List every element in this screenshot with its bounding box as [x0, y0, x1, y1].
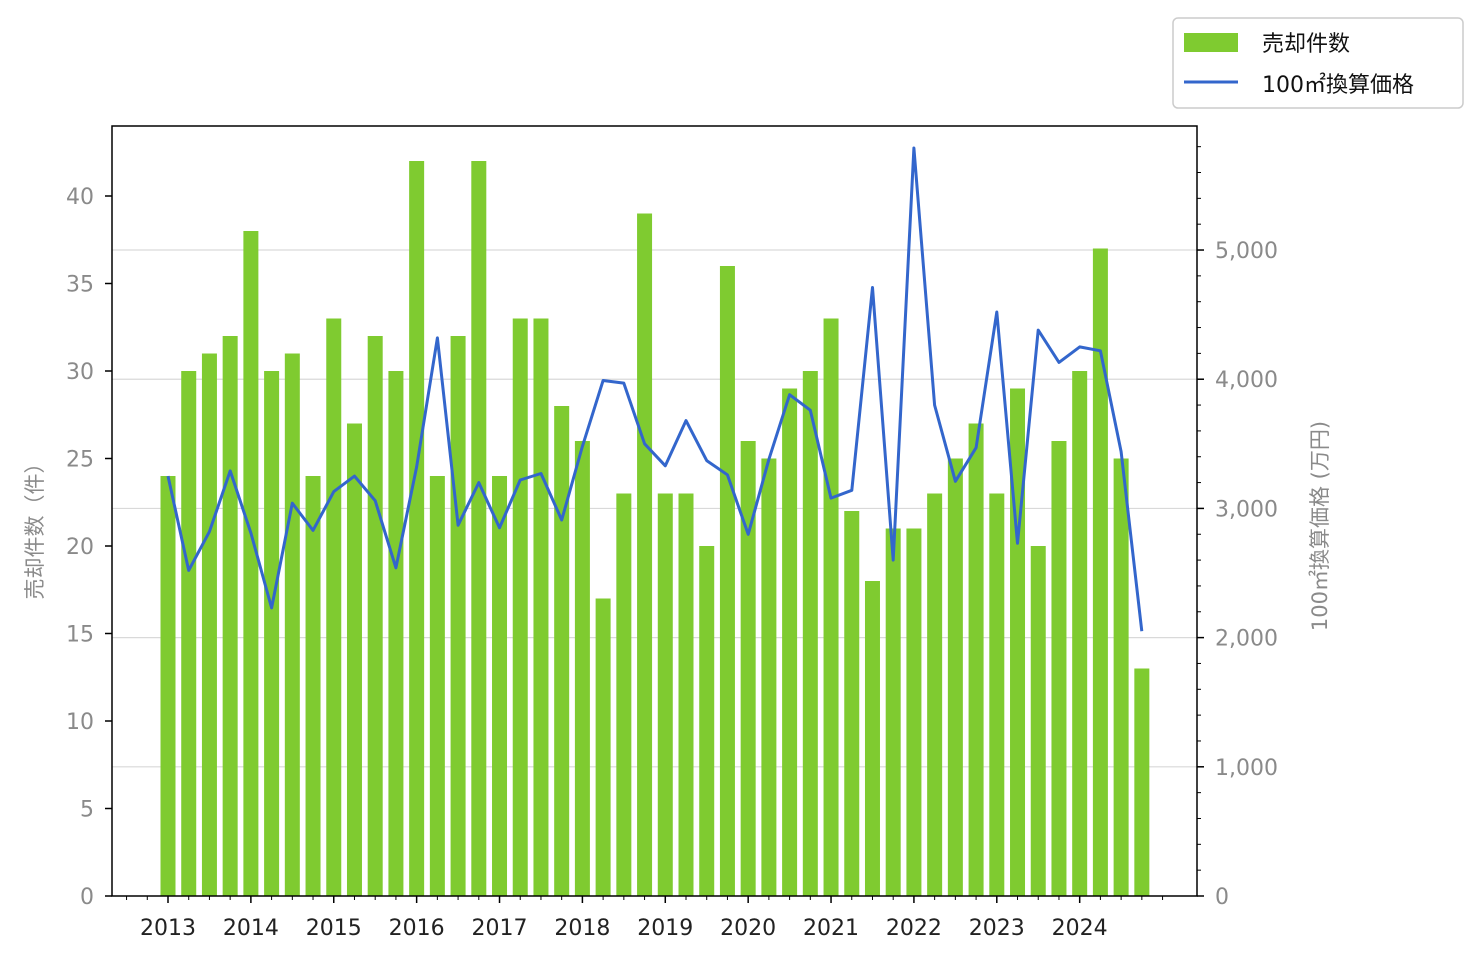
- bar: [512, 318, 528, 896]
- bar: [637, 213, 653, 896]
- bar: [388, 371, 404, 896]
- bar: [844, 511, 860, 896]
- bar: [885, 528, 901, 896]
- bar: [574, 441, 590, 896]
- bar: [533, 318, 549, 896]
- bar: [346, 423, 362, 896]
- left-tick-label: 25: [66, 448, 94, 473]
- bar: [699, 546, 715, 896]
- bar: [947, 458, 963, 896]
- right-tick-label: 1,000: [1215, 756, 1278, 781]
- right-tick-label: 5,000: [1215, 239, 1278, 264]
- bar: [864, 581, 880, 896]
- x-tick-label: 2015: [306, 916, 362, 941]
- bar: [1030, 546, 1046, 896]
- x-tick-label: 2023: [969, 916, 1025, 941]
- bar: [222, 336, 238, 896]
- legend-frame: [1172, 17, 1464, 109]
- bar: [927, 493, 943, 896]
- bar: [201, 353, 217, 896]
- bar: [823, 318, 839, 896]
- x-tick-label: 2014: [223, 916, 279, 941]
- right-tick-label: 3,000: [1215, 497, 1278, 522]
- left-tick-label: 20: [66, 535, 94, 560]
- bar: [554, 406, 570, 896]
- bar: [181, 371, 197, 896]
- left-tick-label: 0: [80, 885, 94, 910]
- bar: [471, 161, 487, 896]
- bar: [595, 598, 611, 896]
- bar: [678, 493, 694, 896]
- bar: [906, 528, 922, 896]
- x-tick-label: 2018: [554, 916, 610, 941]
- bar: [243, 231, 259, 896]
- legend-label-bar: 売却件数: [1262, 32, 1350, 57]
- x-tick-label: 2020: [720, 916, 776, 941]
- line-series: [166, 146, 1144, 632]
- plot-frame: [111, 125, 1198, 897]
- bar: [616, 493, 632, 896]
- legend: 売却件数 100㎡換算価格: [1172, 17, 1464, 109]
- bar: [284, 353, 300, 896]
- left-tick-label: 10: [66, 710, 94, 735]
- left-tick-label: 30: [66, 360, 94, 385]
- x-tick-label: 2019: [637, 916, 693, 941]
- right-tick-label: 2,000: [1215, 627, 1278, 652]
- left-axis-ticks: 0 5 10 15 20 25 30 35 40: [66, 185, 112, 910]
- bar: [305, 476, 321, 896]
- bar: [740, 441, 756, 896]
- right-tick-label: 4,000: [1215, 368, 1278, 393]
- bar: [326, 318, 342, 896]
- right-axis-ticks: 0 1,000 2,000 3,000 4,000 5,000: [1197, 146, 1278, 910]
- bar: [367, 336, 383, 896]
- bar: [160, 476, 176, 896]
- bar: [719, 266, 735, 896]
- bar: [989, 493, 1005, 896]
- left-tick-label: 15: [66, 623, 94, 648]
- x-tick-label: 2013: [140, 916, 196, 941]
- bar: [429, 476, 445, 896]
- bar: [968, 423, 984, 896]
- x-axis-ticks: 2013 2014 2015 2016 2017 2018 2019 2020 2021 2022…: [126, 896, 1164, 941]
- bar: [1134, 668, 1150, 896]
- bar: [1010, 388, 1026, 896]
- legend-label-line: 100㎡換算価格: [1262, 72, 1414, 98]
- x-tick-label: 2017: [472, 916, 528, 941]
- bar: [802, 371, 818, 896]
- bar: [264, 371, 280, 896]
- bar: [1113, 458, 1129, 896]
- left-tick-label: 40: [66, 185, 94, 210]
- x-tick-label: 2016: [389, 916, 445, 941]
- bar: [1072, 371, 1088, 896]
- x-tick-label: 2021: [803, 916, 859, 941]
- y-axis-label-right: 100㎡換算価格 (万円): [1308, 421, 1332, 631]
- right-tick-label: 0: [1215, 885, 1229, 910]
- bar: [1092, 248, 1108, 896]
- x-tick-label: 2022: [886, 916, 942, 941]
- y-axis-label-left: 売却件数（件）: [23, 453, 47, 600]
- left-tick-label: 35: [66, 273, 94, 298]
- bar: [1051, 441, 1067, 896]
- bar-series: [160, 161, 1150, 896]
- line-series-path: [166, 146, 1144, 632]
- x-tick-label: 2024: [1052, 916, 1108, 941]
- bar: [761, 458, 777, 896]
- bar: [409, 161, 425, 896]
- legend-bar-swatch: [1184, 33, 1238, 52]
- bar: [657, 493, 673, 896]
- bar: [782, 388, 798, 896]
- bar: [492, 476, 508, 896]
- bar: [450, 336, 466, 896]
- left-tick-label: 5: [80, 798, 94, 823]
